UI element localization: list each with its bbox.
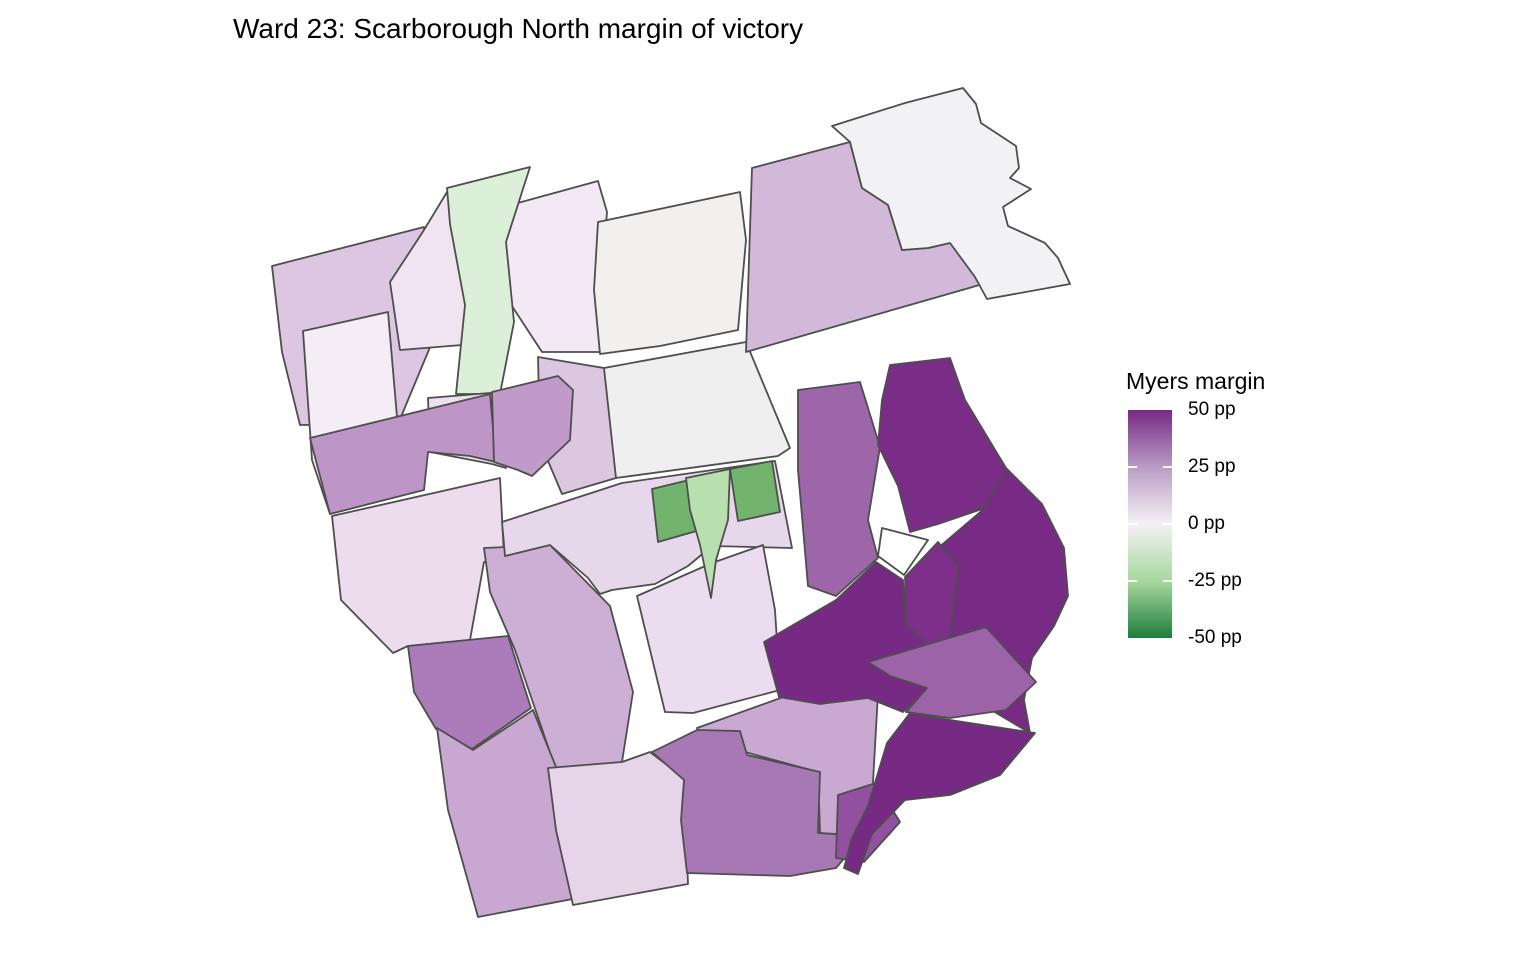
map-region-green-east [729,460,781,522]
legend-tick-label: 0 pp [1188,513,1225,534]
map-region-cluster-gap [877,527,929,576]
map-region-cluster-west-slab [797,381,881,597]
map-region-green-funnel [685,468,731,599]
legend: Myers margin 50 pp 25 pp 0 pp -25 pp -50 pp [1126,368,1426,678]
legend-tick-label: 50 pp [1188,399,1236,420]
map-region-south-pink [547,751,689,906]
map-region-band-west [309,393,497,515]
map-region-cluster-north-dark [877,357,1007,533]
map-region-coast-southeast-dark [843,712,1036,875]
map-region-ne-white [831,87,1071,300]
legend-gradient-bar [1128,410,1172,638]
legend-tick-mark [1163,466,1172,468]
map-region-centre-white-north [593,191,747,355]
chart-title: Ward 23: Scarborough North margin of vic… [233,13,804,44]
legend-title: Myers margin [1126,368,1266,394]
map-region-cluster-inner-medium [867,626,1037,719]
map-region-centre-white-south [603,341,791,479]
legend-tick-label: 25 pp [1188,456,1236,477]
legend-tick-mark [1128,523,1137,525]
legend-tick-mark [1128,466,1137,468]
legend-tick-label: -25 pp [1188,570,1242,591]
map-region-band-east [491,375,574,477]
legend-tick-mark [1163,523,1172,525]
legend-tick-mark [1128,580,1137,582]
legend-tick-mark [1163,580,1172,582]
legend-tick-label: -50 pp [1188,627,1242,648]
